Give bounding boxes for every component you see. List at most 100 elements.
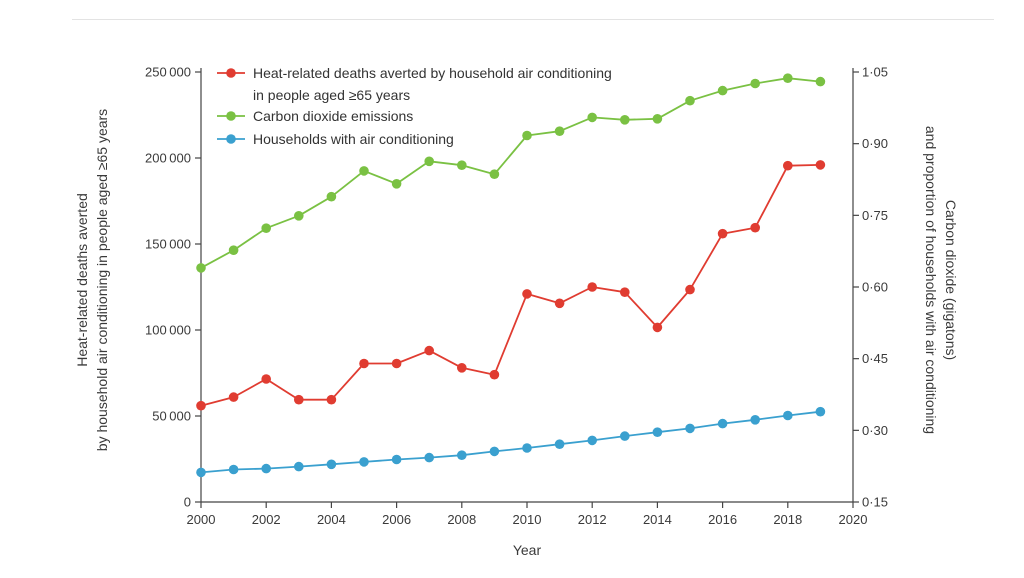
series-2-point bbox=[424, 156, 435, 167]
series-1-point bbox=[457, 363, 467, 373]
series-2-point bbox=[685, 95, 695, 106]
series-3-point bbox=[391, 454, 402, 465]
series-2-point bbox=[750, 78, 760, 89]
series-2-point bbox=[522, 130, 532, 141]
left-y-axis: 0 50 000 100 000 150 000 200 000 250 000 bbox=[145, 65, 202, 510]
series-1-point bbox=[750, 222, 760, 233]
series-1-point bbox=[489, 369, 500, 380]
legend-swatch-marker bbox=[226, 68, 236, 78]
left-axis-title-line-2: by household air conditioning in people … bbox=[94, 109, 110, 451]
x-tick-label: 2008 bbox=[447, 512, 476, 527]
series-3-point bbox=[457, 450, 467, 461]
right-tick-label: 0·30 bbox=[862, 423, 888, 438]
right-tick-label: 1·05 bbox=[862, 65, 888, 80]
series-1-point bbox=[815, 160, 826, 170]
legend-item-3: Households with air conditioning bbox=[217, 131, 454, 147]
x-tick-label: 2004 bbox=[317, 512, 346, 527]
x-tick-label: 2012 bbox=[578, 512, 607, 527]
series-3-point bbox=[587, 435, 597, 446]
series-2-point bbox=[489, 169, 500, 179]
series-2 bbox=[196, 73, 826, 273]
left-tick-label: 150 000 bbox=[145, 237, 191, 252]
x-axis-title: Year bbox=[513, 542, 542, 558]
series-2-point bbox=[652, 114, 663, 124]
series-3-point bbox=[359, 457, 369, 467]
series-3-point bbox=[261, 463, 272, 474]
series-1-point bbox=[587, 282, 597, 292]
x-tick-label: 2014 bbox=[643, 512, 672, 527]
legend-label: Heat-related deaths averted by household… bbox=[253, 65, 612, 81]
series-2-point bbox=[391, 179, 402, 189]
series-1-point bbox=[554, 298, 565, 309]
legend: Heat-related deaths averted by household… bbox=[217, 65, 612, 147]
series-3-point bbox=[424, 452, 435, 463]
series-2-point bbox=[326, 191, 337, 202]
series-3-point bbox=[815, 406, 826, 417]
series-3-point bbox=[783, 410, 793, 421]
series-1-point bbox=[424, 345, 435, 356]
left-tick-label: 50 000 bbox=[152, 409, 191, 424]
series-2-point bbox=[228, 245, 239, 255]
left-tick-label: 0 bbox=[184, 495, 191, 510]
x-axis: 2000 2002 2004 2006 2008 2010 2012 2014 2016 2018… bbox=[187, 501, 868, 527]
legend-label: in people aged ≥65 years bbox=[253, 87, 410, 103]
series-2-point bbox=[457, 160, 467, 170]
x-tick-label: 2016 bbox=[708, 512, 737, 527]
x-tick-label: 2010 bbox=[513, 512, 542, 527]
series-2-point bbox=[294, 211, 304, 221]
series-3 bbox=[196, 406, 826, 478]
series-3-point bbox=[522, 443, 532, 453]
right-tick-label: 0·90 bbox=[862, 136, 888, 151]
legend-label: Households with air conditioning bbox=[253, 131, 454, 147]
series-2-point bbox=[359, 166, 369, 176]
series-1-point bbox=[391, 358, 402, 369]
series-1-point bbox=[652, 322, 663, 333]
series-2-point bbox=[783, 73, 793, 83]
x-tick-label: 2002 bbox=[252, 512, 281, 527]
series-2-point bbox=[196, 263, 206, 273]
series-1 bbox=[196, 160, 826, 411]
series-1-point bbox=[294, 394, 304, 405]
series-1-point bbox=[196, 400, 206, 411]
right-tick-label: 0·15 bbox=[862, 495, 888, 510]
left-axis-title: Heat-related deaths averted by household… bbox=[74, 109, 110, 451]
series-3-point bbox=[620, 431, 630, 441]
right-tick-label: 0·60 bbox=[862, 280, 888, 295]
legend-swatch-marker bbox=[226, 111, 236, 121]
legend-swatch-marker bbox=[226, 134, 236, 144]
series-2-point bbox=[554, 126, 565, 136]
series-3-point bbox=[489, 446, 500, 457]
series-1-line bbox=[200, 164, 821, 407]
page-divider bbox=[72, 19, 994, 20]
series-3-line bbox=[200, 410, 821, 474]
series-2-point bbox=[261, 223, 272, 233]
series-1-point bbox=[261, 374, 272, 384]
x-tick-label: 2020 bbox=[839, 512, 868, 527]
left-tick-label: 200 000 bbox=[145, 151, 191, 166]
right-tick-label: 0·45 bbox=[862, 351, 888, 366]
series-2-point bbox=[587, 112, 597, 123]
right-axis-title-line-2: and proportion of households with air co… bbox=[923, 126, 939, 434]
series-1-point bbox=[685, 284, 695, 295]
right-axis-title: Carbon dioxide (gigatons) and proportion… bbox=[923, 126, 959, 434]
series-1-point bbox=[522, 289, 532, 299]
series-3-point bbox=[685, 423, 695, 434]
left-tick-label: 250 000 bbox=[145, 65, 191, 80]
x-tick-label: 2006 bbox=[382, 512, 411, 527]
series-3-point bbox=[750, 415, 760, 425]
series-3-point bbox=[326, 459, 337, 470]
series-3-point bbox=[652, 427, 663, 438]
legend-item-1: Heat-related deaths averted by household… bbox=[217, 65, 612, 103]
series-layer bbox=[196, 73, 826, 478]
series-1-point bbox=[620, 287, 630, 298]
series-1-point bbox=[783, 160, 793, 171]
series-3-point bbox=[228, 464, 239, 475]
legend-label: Carbon dioxide emissions bbox=[253, 108, 413, 124]
series-1-point bbox=[326, 394, 337, 405]
series-3-point bbox=[196, 467, 206, 478]
left-tick-label: 100 000 bbox=[145, 323, 191, 338]
series-2-point bbox=[620, 115, 630, 125]
series-2-point bbox=[717, 85, 728, 96]
series-3-point bbox=[554, 439, 565, 450]
right-y-axis: 0·15 0·30 0·45 0·60 0·75 0·90 1·05 bbox=[852, 65, 888, 510]
